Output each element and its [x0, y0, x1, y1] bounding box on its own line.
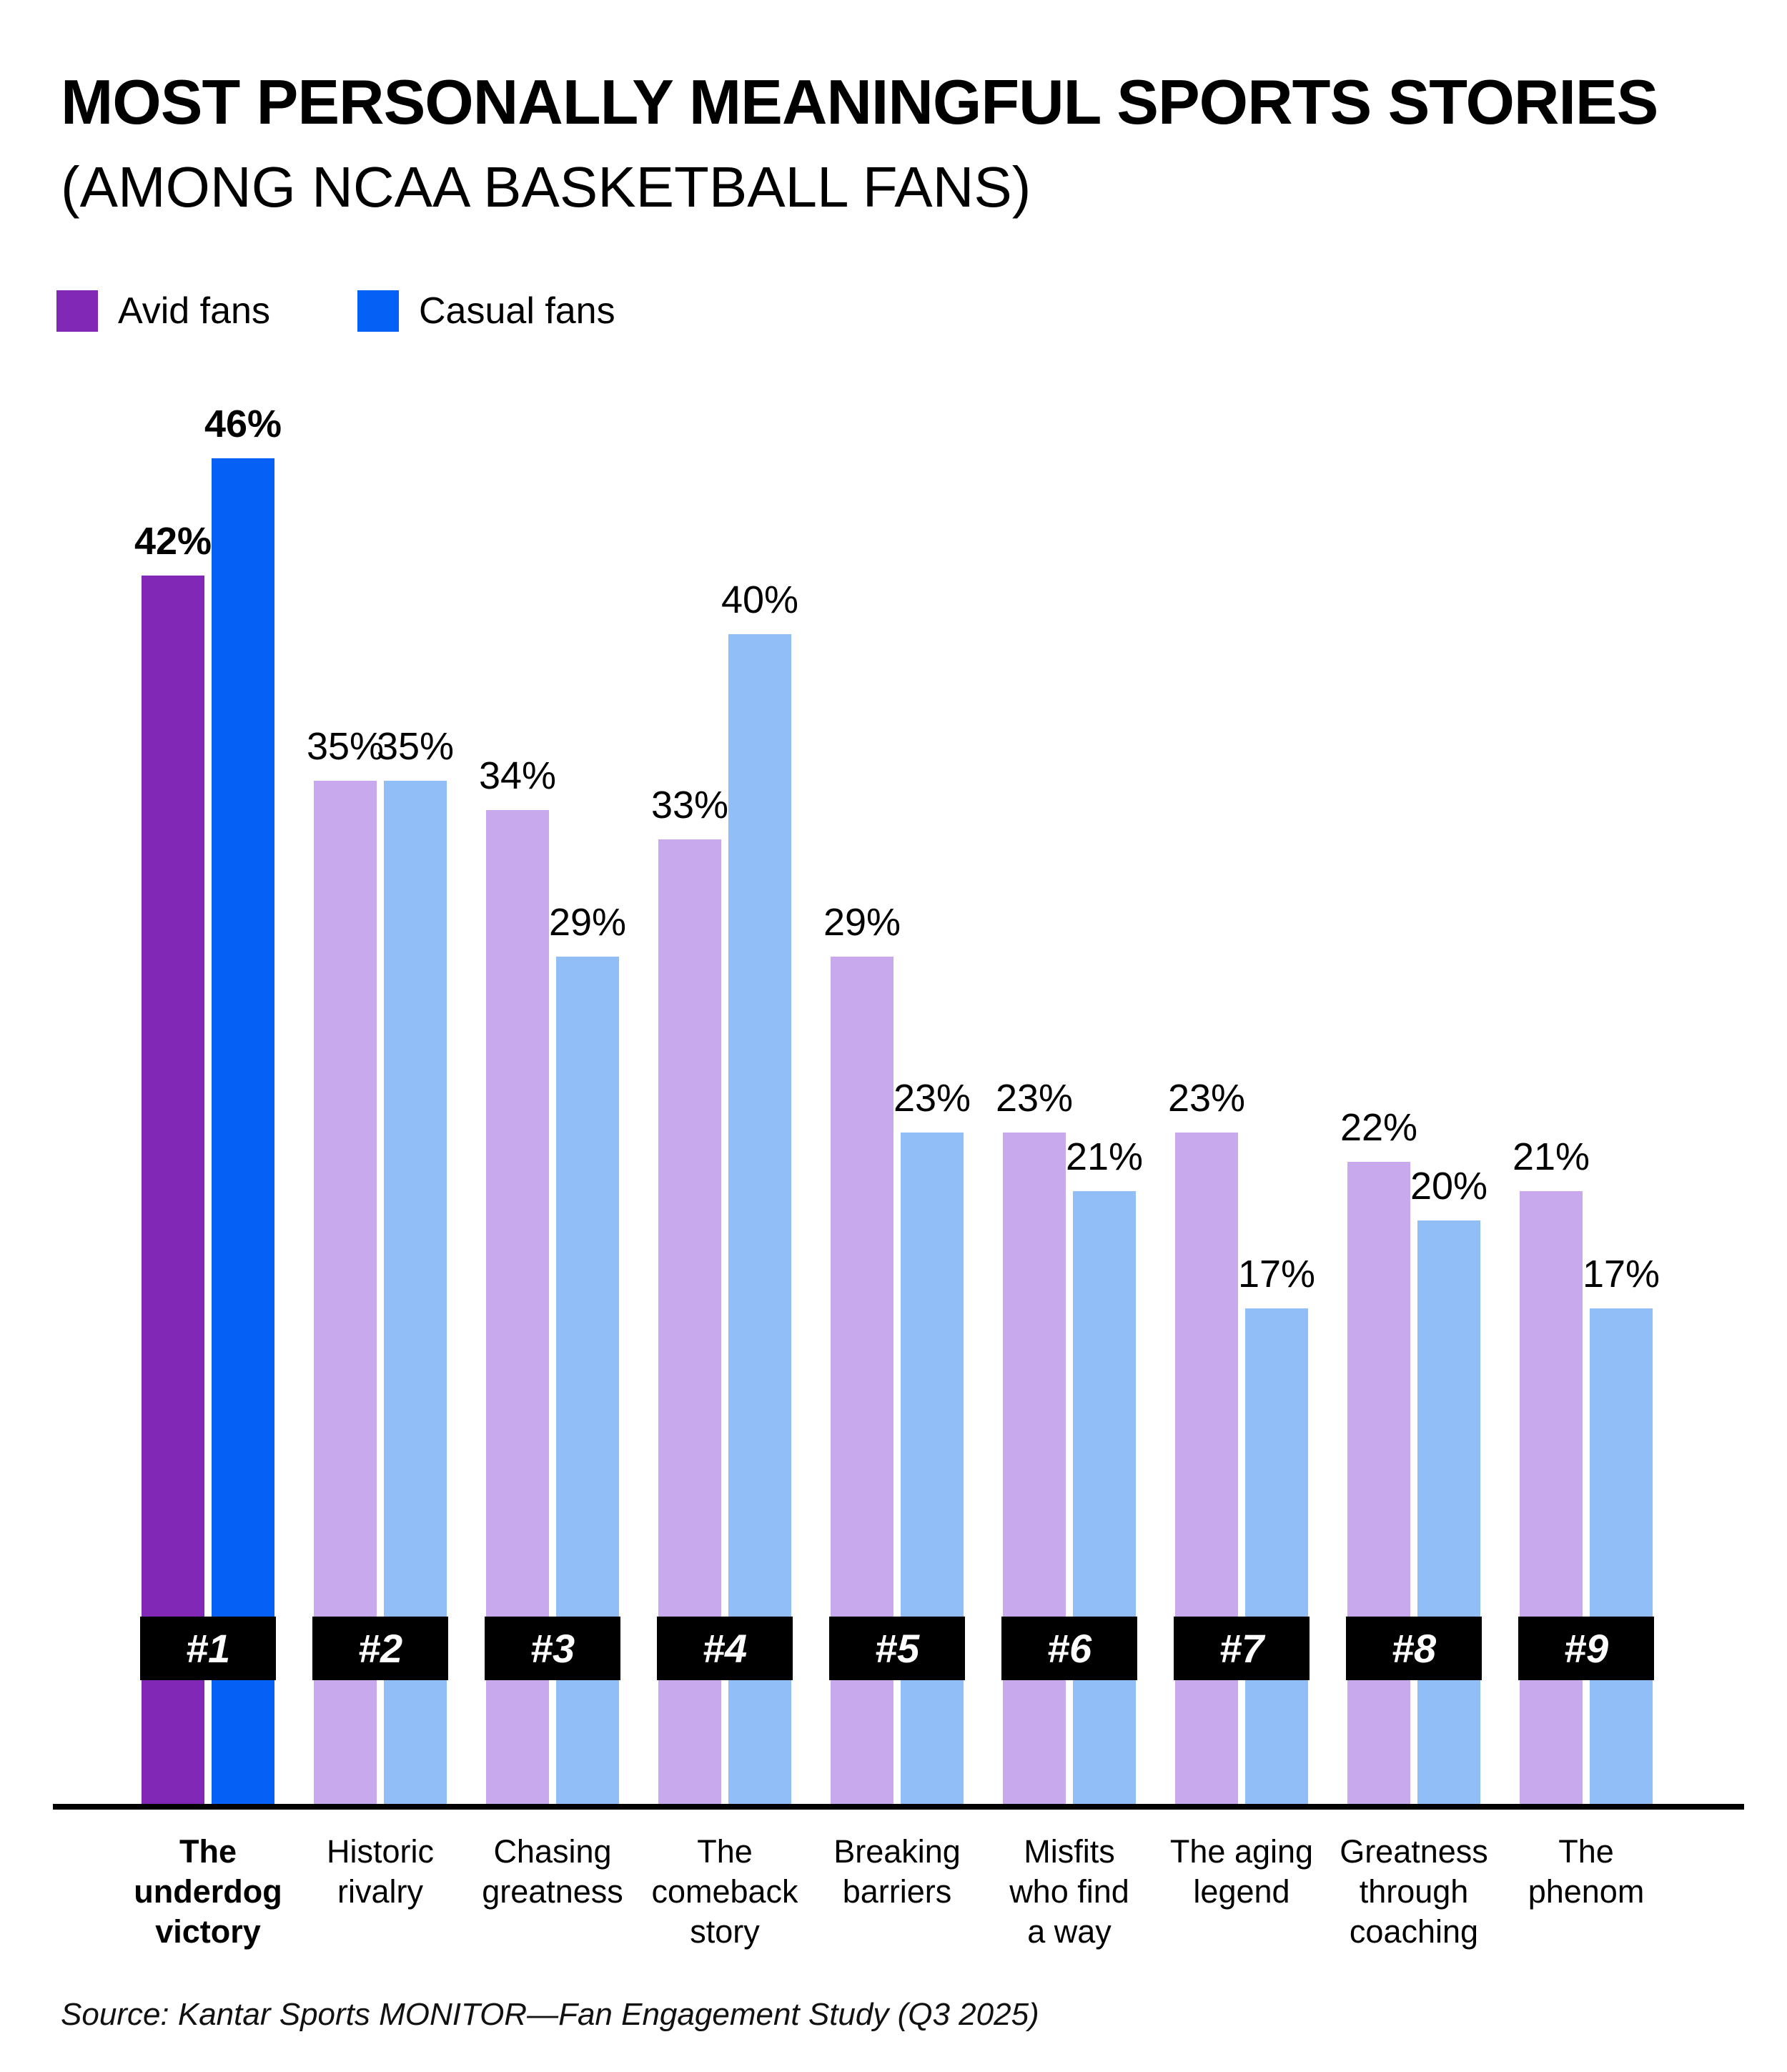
rank-badge-5: #5	[829, 1617, 965, 1680]
rank-badge-9: #9	[1518, 1617, 1654, 1680]
value-label-avid-rank7: 23%	[1167, 1077, 1246, 1120]
value-label-casual-rank2: 35%	[376, 725, 455, 768]
category-label-1: The underdog victory	[134, 1833, 282, 1950]
value-label-casual-rank1: 46%	[204, 403, 282, 445]
bar-avid-rank1	[142, 576, 204, 1807]
rank-badge-7: #7	[1174, 1617, 1310, 1680]
value-label-casual-rank9: 17%	[1582, 1253, 1660, 1296]
source-note: Source: Kantar Sports MONITOR—Fan Engage…	[61, 1997, 1039, 2032]
value-label-avid-rank1: 42%	[134, 520, 212, 563]
rank-badge-1: #1	[140, 1617, 276, 1680]
page-subtitle: (AMONG NCAA BASKETBALL FANS)	[61, 155, 1031, 219]
legend-label-avid-fans: Avid fans	[118, 290, 270, 332]
bar-casual-rank7	[1245, 1308, 1308, 1807]
bar-avid-rank7	[1175, 1133, 1238, 1807]
value-label-avid-rank9: 21%	[1512, 1135, 1590, 1178]
bar-casual-rank8	[1417, 1220, 1480, 1807]
category-label-4: The comeback story	[651, 1833, 798, 1950]
rank-badge-8: #8	[1346, 1617, 1482, 1680]
x-axis-line	[53, 1804, 1744, 1810]
bar-casual-rank9	[1590, 1308, 1653, 1807]
page-title: MOST PERSONALLY MEANINGFUL SPORTS STORIE…	[61, 66, 1658, 137]
value-label-casual-rank3: 29%	[548, 901, 627, 944]
category-label-8: Greatness through coaching	[1340, 1833, 1488, 1950]
value-label-casual-rank7: 17%	[1237, 1253, 1316, 1296]
category-label-2: Historic rivalry	[326, 1833, 434, 1910]
category-label-5: Breaking barriers	[833, 1833, 961, 1910]
bar-avid-rank6	[1003, 1133, 1066, 1807]
value-label-casual-rank8: 20%	[1410, 1165, 1488, 1208]
bar-casual-rank6	[1073, 1191, 1136, 1807]
value-label-avid-rank6: 23%	[995, 1077, 1074, 1120]
value-label-avid-rank3: 34%	[478, 754, 557, 797]
category-label-7: The aging legend	[1169, 1833, 1314, 1910]
legend-label-casual-fans: Casual fans	[419, 290, 615, 332]
bar-casual-rank5	[901, 1133, 964, 1807]
rank-badge-2: #2	[312, 1617, 448, 1680]
legend-swatch-avid-fans	[56, 290, 98, 332]
bar-avid-rank8	[1347, 1162, 1410, 1807]
bar-avid-rank9	[1520, 1191, 1583, 1807]
value-label-avid-rank8: 22%	[1340, 1106, 1418, 1149]
rank-badge-6: #6	[1001, 1617, 1137, 1680]
value-label-avid-rank5: 29%	[823, 901, 901, 944]
value-label-casual-rank6: 21%	[1065, 1135, 1144, 1178]
value-label-avid-rank2: 35%	[306, 725, 385, 768]
rank-badge-4: #4	[657, 1617, 793, 1680]
category-label-6: Misfits who find a way	[1009, 1833, 1129, 1950]
bar-casual-rank4	[728, 634, 791, 1807]
value-label-casual-rank4: 40%	[721, 578, 799, 621]
value-label-avid-rank4: 33%	[650, 784, 729, 827]
value-label-casual-rank5: 23%	[893, 1077, 971, 1120]
legend-swatch-casual-fans	[357, 290, 399, 332]
category-label-3: Chasing greatness	[482, 1833, 623, 1910]
bar-casual-rank1	[212, 458, 274, 1807]
category-label-9: The phenom	[1528, 1833, 1645, 1910]
rank-badge-3: #3	[485, 1617, 620, 1680]
